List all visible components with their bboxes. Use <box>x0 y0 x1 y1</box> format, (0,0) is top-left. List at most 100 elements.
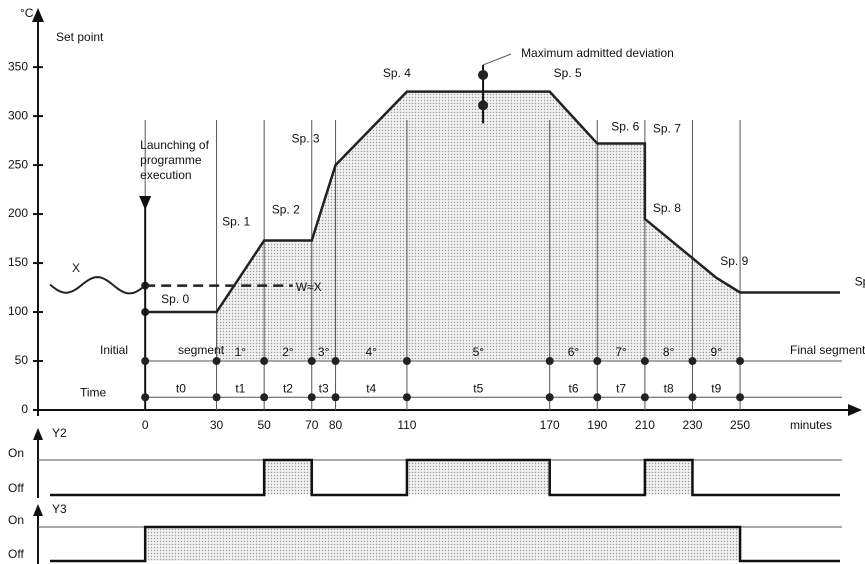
row-dot <box>212 357 221 366</box>
x-tick-label: 0 <box>142 418 149 432</box>
time-label: Time <box>80 385 107 399</box>
process-wave <box>49 276 146 295</box>
deviation-leader <box>482 53 512 66</box>
row-dot <box>688 357 697 366</box>
segment_row-label: 5° <box>473 345 485 359</box>
segment_row-label: 1° <box>235 345 247 359</box>
row-dot <box>640 393 649 402</box>
row-dot <box>307 357 316 366</box>
time_row-label: t1 <box>235 381 245 395</box>
point-label: Sp. 4 <box>383 66 411 80</box>
launch-label: programme <box>140 153 202 167</box>
row-dot <box>688 393 697 402</box>
point-label: Sp. 8 <box>653 201 681 215</box>
on-label: On <box>8 446 24 460</box>
segment_row-label: 2° <box>282 345 294 359</box>
x-tick-label: 210 <box>635 418 655 432</box>
point-label: Sp. 2 <box>272 203 300 217</box>
time_row-label: t5 <box>473 381 483 395</box>
row-dot <box>331 393 340 402</box>
time_row-label: t0 <box>176 381 186 395</box>
segment_row-label: 4° <box>365 345 377 359</box>
signal-shade <box>644 460 693 495</box>
y-tick-label: 250 <box>8 157 28 171</box>
point-label: Sp. 3 <box>292 131 320 145</box>
y-tick-label: 200 <box>8 206 28 220</box>
initial-label: segment <box>178 343 225 357</box>
deviation-upper <box>478 69 489 80</box>
point-label: Sp. 9 <box>720 254 748 268</box>
x-tick-label: 70 <box>305 418 319 432</box>
time_row-label: t7 <box>616 381 626 395</box>
row-dot <box>260 357 269 366</box>
time_row-label: t2 <box>283 381 293 395</box>
y-tick-label: 50 <box>15 353 29 367</box>
signal-line <box>50 458 840 497</box>
point-label: Sp. 5 <box>554 66 582 80</box>
launch-label: Launching of <box>140 138 209 152</box>
y-axis-arrow <box>32 8 44 22</box>
segment_row-label: 7° <box>615 345 627 359</box>
x-tick-label: 190 <box>587 418 607 432</box>
segment_row-label: 8° <box>663 345 675 359</box>
point-label: Sp. 7 <box>653 122 681 136</box>
area-shade <box>216 91 741 362</box>
x-tick-label: 80 <box>329 418 343 432</box>
y-label: Set point <box>56 30 104 44</box>
segment_row-label: 6° <box>568 345 580 359</box>
launch-label: execution <box>140 168 191 182</box>
y-tick-label: 150 <box>8 255 28 269</box>
row-dot <box>260 393 269 402</box>
signal-line <box>50 525 840 563</box>
final-label: Final segment <box>790 343 865 357</box>
process-label: W≈X <box>296 280 322 294</box>
signal-shade <box>145 527 741 561</box>
x-label: minutes <box>790 418 832 432</box>
off-label: Off <box>8 481 24 495</box>
row-dot <box>212 393 221 402</box>
time_row-label: t3 <box>319 381 329 395</box>
y-tick-label: 100 <box>8 304 28 318</box>
point-label: Sp. F. <box>855 275 865 289</box>
row-dot <box>331 357 340 366</box>
row-dot <box>307 393 316 402</box>
initial-label: Initial <box>100 343 128 357</box>
row-dot <box>402 357 411 366</box>
segment_row-label: 3° <box>318 345 330 359</box>
point-label: Sp. 6 <box>611 120 639 134</box>
y-tick-label: 350 <box>8 59 28 73</box>
signal-shade <box>264 460 312 495</box>
time_row-label: t4 <box>366 381 376 395</box>
row-dot <box>141 393 150 402</box>
on-label: On <box>8 513 24 527</box>
x-axis-arrow <box>848 404 862 416</box>
segment_row-label: 9° <box>711 345 723 359</box>
signal-shade <box>406 460 550 495</box>
x-tick-label: 250 <box>730 418 750 432</box>
time_row-label: t8 <box>664 381 674 395</box>
time_row-label: t6 <box>568 381 578 395</box>
deviation-lower <box>478 100 489 111</box>
x-tick-label: 230 <box>682 418 702 432</box>
setpoint-line <box>145 90 840 314</box>
deviation-label: Maximum admitted deviation <box>521 46 674 60</box>
y-unit: °C <box>20 6 34 20</box>
signal-name: Y2 <box>52 426 67 440</box>
signal-axis-arrow <box>33 428 43 440</box>
time_row-label: t9 <box>711 381 721 395</box>
row-dot <box>593 393 602 402</box>
row-dot <box>545 357 554 366</box>
point-label: Sp. 1 <box>222 215 250 229</box>
point-label: Sp. 0 <box>161 292 189 306</box>
launch-arrow <box>139 196 152 210</box>
row-dot <box>736 393 745 402</box>
signal-axis-arrow <box>33 504 43 516</box>
y-tick-label: 300 <box>8 108 28 122</box>
x-tick-label: 30 <box>210 418 224 432</box>
process-name: X <box>72 261 80 275</box>
row-dot <box>402 393 411 402</box>
x-tick-label: 110 <box>397 418 416 432</box>
off-label: Off <box>8 547 24 561</box>
x-tick-label: 50 <box>257 418 271 432</box>
